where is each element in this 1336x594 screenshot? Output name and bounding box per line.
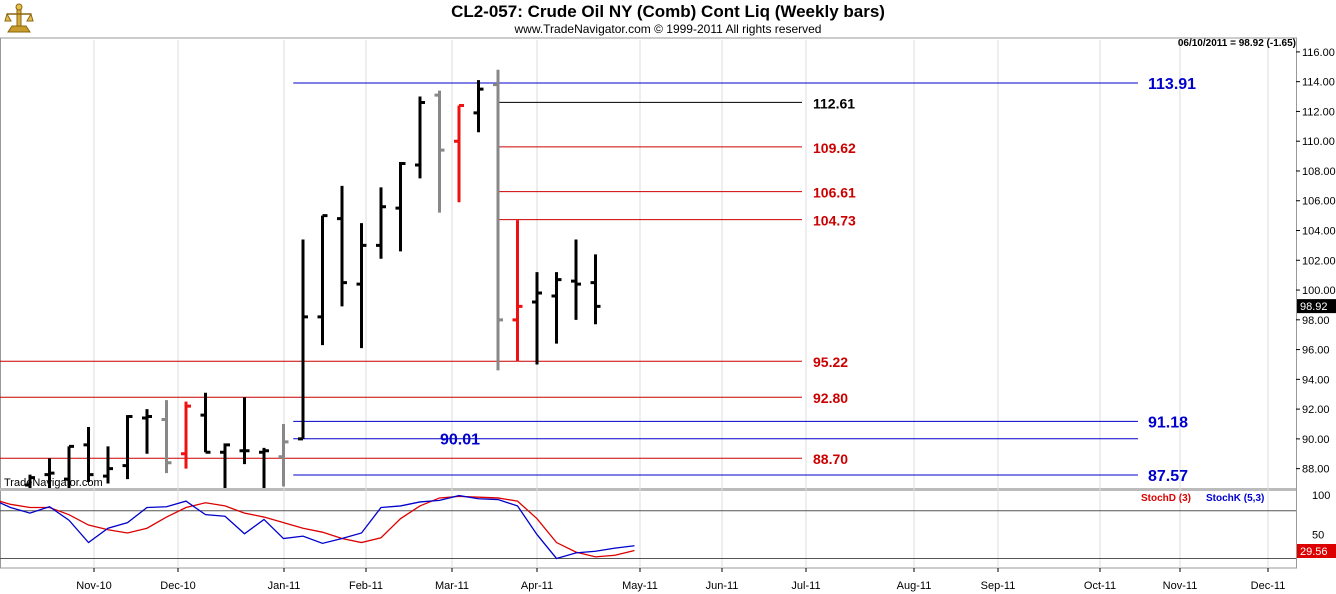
price-axis-label: 110.00: [1302, 136, 1335, 148]
x-axis-label: Dec-10: [160, 580, 195, 592]
ohlc-bar: [571, 239, 581, 320]
oscillator-axis-label: 50: [1312, 530, 1324, 542]
x-axis-label: Nov-10: [76, 580, 111, 592]
legend-stochk: StochK (5,3): [1206, 493, 1264, 504]
price-axis-label: 88.00: [1302, 464, 1330, 476]
price-axis-label: 114.00: [1302, 77, 1335, 89]
ohlc-bar: [551, 272, 562, 344]
ohlc-bar: [317, 214, 328, 346]
ohlc-bar: [278, 424, 289, 487]
ohlc-bar: [473, 80, 484, 133]
price-axis-label: 116.00: [1302, 47, 1335, 59]
ohlc-bar: [337, 185, 347, 307]
ohlc-bar: [122, 415, 133, 480]
ohlc-bar: [493, 69, 503, 371]
ohlc-bar: [415, 96, 425, 179]
oscillator-series-line: [0, 495, 635, 558]
oscillator-value-tag-label: 29.56: [1300, 546, 1328, 558]
level-label: 95.22: [813, 354, 848, 370]
ohlc-bar: [44, 458, 55, 488]
ohlc-bars: [25, 69, 601, 488]
level-label: 104.73: [813, 213, 856, 229]
level-label: 109.62: [813, 140, 856, 156]
x-axis-label: Mar-11: [435, 580, 469, 592]
x-axis-label: Jan-11: [268, 580, 301, 592]
ohlc-bar: [376, 187, 386, 259]
level-label: 90.01: [440, 432, 480, 449]
last-price-tag: [1297, 299, 1336, 314]
ohlc-bar: [298, 239, 308, 441]
ohlc-bar: [181, 401, 191, 469]
last-price-tag-label: 98.92: [1300, 301, 1328, 313]
price-axis-label: 100.00: [1302, 285, 1336, 297]
oscillator-value-tag: [1297, 544, 1336, 558]
ohlc-bar: [590, 254, 601, 325]
level-label: 106.61: [813, 185, 856, 201]
trade-navigator-logo-icon: [4, 2, 34, 34]
ohlc-bar: [83, 426, 94, 483]
ohlc-bar: [512, 220, 523, 362]
ohlc-bar: [395, 162, 406, 252]
price-axis-label: 98.00: [1302, 315, 1330, 327]
ohlc-bar: [532, 272, 542, 365]
ohlc-bar: [161, 400, 172, 474]
level-label: 92.80: [813, 390, 848, 406]
ohlc-bar: [25, 474, 35, 488]
price-axis-label: 92.00: [1302, 404, 1330, 416]
ohlc-bar: [200, 392, 211, 454]
level-label: 91.18: [1148, 414, 1188, 431]
level-label: 113.91: [1148, 76, 1196, 93]
ohlc-bar: [434, 90, 445, 213]
ohlc-bar: [356, 223, 367, 349]
ohlc-bar: [64, 444, 74, 488]
x-axis-label: Aug-11: [897, 580, 932, 592]
price-axis-label: 94.00: [1302, 374, 1330, 386]
ohlc-bar: [220, 443, 230, 488]
price-axis-label: 112.00: [1302, 106, 1335, 118]
price-axis-label: 102.00: [1302, 255, 1336, 267]
x-axis-label: Jul-11: [791, 580, 820, 592]
level-label: 88.70: [813, 451, 848, 467]
price-axis-label: 106.00: [1302, 196, 1336, 208]
watermark-label: TradeNavigator.com: [4, 477, 103, 489]
ohlc-bar: [103, 446, 113, 484]
x-axis-label: Apr-11: [521, 580, 553, 592]
x-axis-label: Sep-11: [981, 580, 1016, 592]
chart-title: CL2-057: Crude Oil NY (Comb) Cont Liq (W…: [451, 2, 885, 21]
chart-subtitle: www.TradeNavigator.com © 1999-2011 All r…: [514, 22, 822, 36]
ohlc-bar: [259, 447, 269, 488]
legend-stochd: StochD (3): [1141, 493, 1191, 504]
price-axis-label: 104.00: [1302, 226, 1336, 238]
x-axis-label: Feb-11: [349, 580, 383, 592]
price-axis-label: 96.00: [1302, 345, 1330, 357]
ohlc-bar: [239, 397, 250, 465]
x-axis-label: Dec-11: [1251, 580, 1286, 592]
oscillator-series-line: [0, 494, 635, 560]
level-label: 112.61: [813, 95, 855, 111]
ohlc-bar: [142, 409, 152, 454]
last-quote-label: 06/10/2011 = 98.92 (-1.65): [1178, 38, 1296, 49]
x-axis-label: Oct-11: [1084, 580, 1116, 592]
oscillator-axis-label: 100: [1312, 490, 1330, 502]
price-axis-label: 108.00: [1302, 166, 1336, 178]
x-axis-label: Jun-11: [706, 580, 739, 592]
ohlc-bar: [454, 103, 464, 203]
x-axis-label: Nov-11: [1163, 580, 1198, 592]
level-label: 87.57: [1148, 468, 1188, 485]
price-axis-label: 90.00: [1302, 434, 1330, 446]
x-axis-label: May-11: [622, 580, 658, 592]
